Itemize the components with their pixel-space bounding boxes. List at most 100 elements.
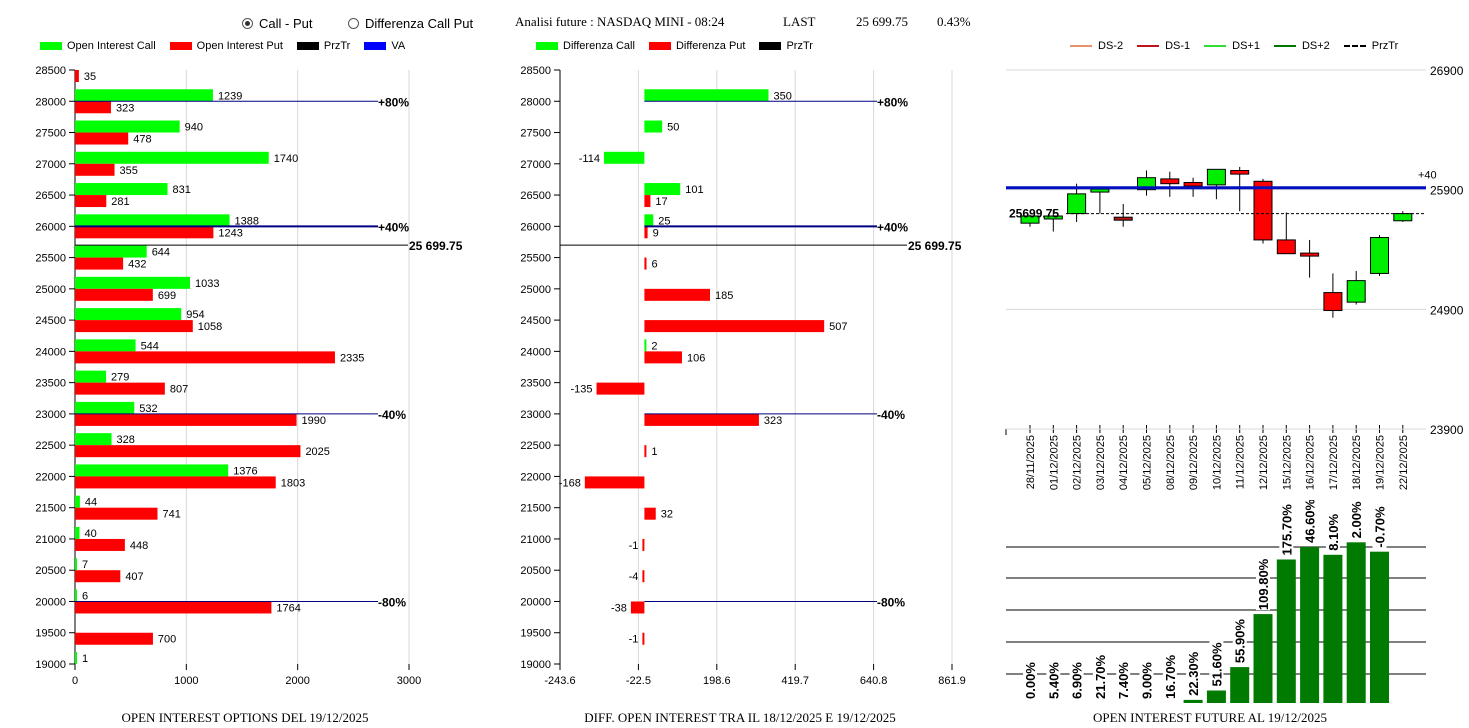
bar-open-interest-put-24500 (75, 320, 193, 333)
data-label: 7 (82, 559, 88, 571)
oi-bar-label: 16.70% (1163, 654, 1178, 699)
price-line-label: 25699.75 (1009, 207, 1059, 221)
future-candle-chart: 26900 25900 24900 23900 28/11/2025 01/12/2025… (1005, 64, 1464, 490)
data-label: 350 (774, 90, 792, 102)
x-tick-label: 09/12/2025 (1188, 435, 1200, 490)
y-tick-label: 21000 (520, 534, 551, 546)
bar-open-interest-put-28000 (75, 101, 111, 114)
y-tick-label: 25500 (520, 253, 551, 265)
y-tick-label: 27500 (35, 128, 66, 140)
y-tick-label: 23500 (35, 378, 66, 390)
bar-differenza-call-27500 (644, 120, 663, 133)
x-tick-label: 01/12/2025 (1048, 435, 1060, 490)
y-tick-label: 26500 (520, 190, 551, 202)
data-label: 2 (651, 340, 657, 352)
x-tick-label: 0 (72, 675, 78, 687)
data-label: 544 (141, 340, 159, 352)
data-label: 1243 (218, 227, 242, 239)
bar-differenza-put-22000 (584, 476, 645, 489)
bar-differenza-put-25500 (644, 257, 647, 270)
candle-body-17-12-2025 (1323, 292, 1343, 312)
range-line-label: +40 (1418, 170, 1437, 182)
bar-open-interest-call-20500 (75, 558, 77, 571)
bar-open-interest-put-22500 (75, 445, 301, 458)
data-label: -1 (629, 540, 639, 552)
label-bg (1232, 617, 1247, 664)
data-label: 2335 (340, 352, 364, 364)
data-label: 6 (82, 590, 88, 602)
bar-open-interest-put-27500 (75, 132, 129, 145)
label-bg (1325, 512, 1340, 551)
legend-swatch (648, 42, 671, 50)
y-tick-label: 26000 (35, 221, 66, 233)
bar-open-interest-call-28000 (75, 89, 213, 102)
bar-open-interest-put-21500 (75, 507, 158, 520)
legend-item-prztr: PrzTr (1343, 40, 1398, 52)
x-tick-label: 10/12/2025 (1211, 435, 1223, 490)
candle-body-18-12-2025 (1346, 280, 1366, 303)
x-tick-label: 18/12/2025 (1351, 435, 1363, 490)
label-bg (1279, 503, 1294, 556)
reference-label: -80% (877, 595, 905, 609)
y-tick-label: 25500 (35, 253, 66, 265)
diff-oi-chart: -243.6 -22.5 198.6 419.7 640.8 861.9 28500 2800… (520, 65, 965, 687)
candle-body-08-12-2025 (1160, 178, 1180, 185)
legend-label: DS-2 (1098, 40, 1124, 52)
x-tick-label: 3000 (397, 675, 421, 687)
bar-open-interest-put-19500 (75, 632, 153, 645)
y-tick-label: 25000 (35, 284, 66, 296)
data-label: 807 (170, 384, 188, 396)
candle-body-02-12-2025 (1067, 193, 1087, 215)
bar-open-interest-call-21000 (75, 526, 80, 539)
bar-open-interest-put-24000 (75, 351, 335, 364)
oi-future-title: OPEN INTEREST FUTURE AL 19/12/2025 (1092, 710, 1327, 725)
radio-call-put[interactable]: Call - Put (242, 16, 312, 31)
candle-body-04-12-2025 (1113, 216, 1133, 221)
legend-item-differenza-call: Differenza Call (536, 40, 635, 52)
bar-open-interest-put-21000 (75, 538, 125, 551)
data-label: 40 (84, 528, 96, 540)
radio-differenza-call-put[interactable]: Differenza Call Put (348, 16, 473, 31)
label-bg (1139, 661, 1154, 699)
oi-bar-16-12-2025 (1300, 547, 1320, 703)
y-tick-label: 26900 (1430, 64, 1464, 78)
diff-oi-title: DIFF. OPEN INTEREST TRA IL 18/12/2025 E … (584, 710, 896, 725)
data-label: 281 (111, 196, 129, 208)
price-line-label: 25 699.75 (409, 239, 463, 253)
radio-call-put-label: Call - Put (259, 16, 313, 31)
candle-body-11-12-2025 (1230, 170, 1250, 175)
legend-item-ds-1: DS+1 (1204, 40, 1260, 52)
candle-body-09-12-2025 (1183, 181, 1203, 187)
y-tick-label: 24000 (520, 346, 551, 358)
data-label: -1 (629, 634, 639, 646)
reference-label: -80% (378, 595, 406, 609)
data-label: 32 (661, 509, 673, 521)
bar-open-interest-put-25000 (75, 288, 153, 301)
y-tick-label: 20500 (35, 565, 66, 577)
bar-open-interest-call-27500 (75, 120, 180, 133)
bar-open-interest-call-26500 (75, 183, 168, 196)
legend-swatch (759, 42, 782, 50)
oi-bar-12-12-2025 (1253, 614, 1273, 703)
data-label: 407 (125, 571, 143, 583)
label-bg (1046, 661, 1061, 699)
oi-bar-label: 6.90% (1070, 662, 1085, 699)
reference-label: -40% (378, 408, 406, 422)
y-tick-label: 28500 (520, 65, 551, 77)
legend-swatch (364, 42, 387, 50)
oi-bar-label: 5.40% (1046, 662, 1061, 699)
reference-label: -40% (877, 408, 905, 422)
x-tick-label: 08/12/2025 (1165, 435, 1177, 490)
bar-open-interest-put-23000 (75, 413, 297, 426)
x-tick-label: 2000 (285, 675, 309, 687)
oi-bar-09-12-2025 (1183, 699, 1203, 703)
y-tick-label: 23500 (520, 378, 551, 390)
data-label: 1 (651, 446, 657, 458)
bar-open-interest-put-22000 (75, 476, 276, 489)
radio-checked-icon (242, 18, 253, 29)
x-tick-label: 05/12/2025 (1142, 435, 1154, 490)
oi-bar-label: 46.60% (1303, 500, 1318, 543)
header-bar: Call - Put Differenza Call Put Analisi f… (0, 14, 1469, 34)
oi-future-chart: 0.00% 5.40% 6.90% 21.70% 7.40% 9.00% 16.70% 22.… (1006, 500, 1426, 703)
data-label: 432 (128, 259, 146, 271)
